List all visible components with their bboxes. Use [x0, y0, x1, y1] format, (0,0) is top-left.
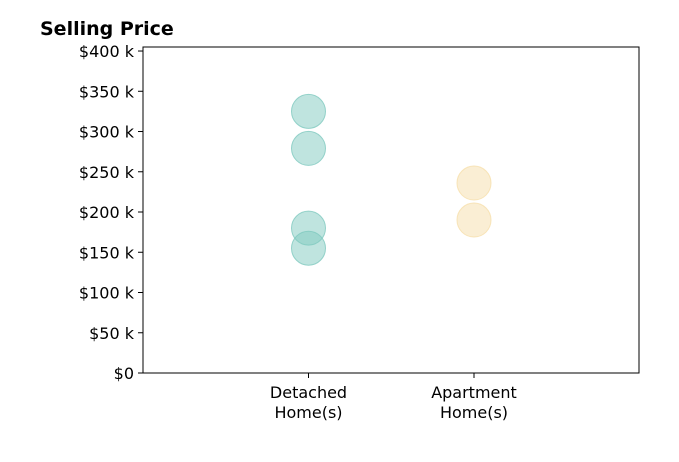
x-tick-label-line: Detached: [270, 383, 347, 402]
plot-frame: [142, 46, 640, 374]
data-point: [456, 165, 492, 201]
x-tick-label: Detached Home(s): [270, 383, 347, 422]
y-tick-label: $100 k: [79, 284, 135, 303]
data-point: [291, 230, 326, 266]
data-points: [291, 93, 492, 266]
x-tick-label: Apartment Home(s): [431, 383, 517, 422]
y-tick-label: $250 k: [79, 163, 135, 182]
y-tick-label: $300 k: [79, 123, 135, 142]
chart-title: Selling Price: [40, 18, 174, 40]
x-tick-label-line: Home(s): [440, 403, 508, 422]
x-tick-label-line: Home(s): [274, 403, 342, 422]
x-tick-label-line: Apartment: [431, 383, 517, 402]
y-tick-label: $50 k: [89, 324, 135, 343]
data-point: [291, 93, 326, 129]
y-tick-label: $150 k: [79, 243, 135, 262]
x-axis: Detached Home(s)Apartment Home(s): [270, 373, 517, 422]
data-point: [291, 130, 326, 166]
y-tick-label: $0: [114, 364, 134, 383]
y-tick-label: $350 k: [79, 82, 135, 101]
y-tick-label: $200 k: [79, 203, 135, 222]
data-point: [456, 202, 492, 238]
y-tick-label: $400 k: [79, 42, 135, 61]
y-axis: $0 $50 k $100 k $150 k $200 k $250 k $300 k $35…: [79, 42, 143, 383]
